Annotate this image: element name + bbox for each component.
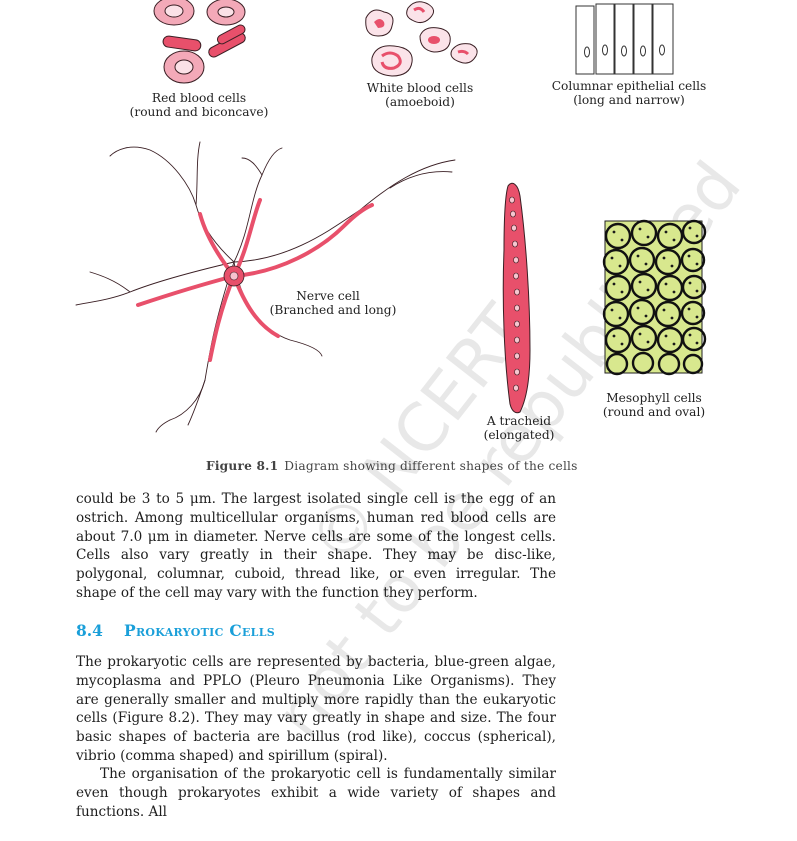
label-tracheid: A tracheid (elongated) [470, 414, 568, 442]
label-mesophyll-cells: Mesophyll cells (round and oval) [596, 391, 712, 419]
section-heading: 8.4 Prokaryotic Cells [76, 621, 275, 640]
columnar-epithelial-group [575, 3, 674, 75]
label-tracheid-desc: (elongated) [483, 428, 555, 442]
red-blood-cell-group [153, 0, 246, 84]
mesophyll-cells [602, 219, 707, 376]
white-blood-cell-group [365, 1, 478, 77]
label-red-blood-cells-title: Red blood cells [151, 91, 247, 105]
paragraph-prokaryotic-organisation: The organisation of the prokaryotic cell… [76, 765, 556, 821]
label-columnar-cells: Columnar epithelial cells (long and narr… [540, 79, 718, 107]
label-nerve-cell: Nerve cell (Branched and long) [266, 289, 400, 317]
paragraph-cell-size: could be 3 to 5 μm. The largest isolated… [76, 491, 556, 601]
figure-caption-text: Diagram showing different shapes of the … [284, 459, 578, 473]
paragraph-prokaryotic-intro: The prokaryotic cells are represented by… [76, 654, 556, 764]
label-columnar-cells-desc: (long and narrow) [573, 93, 685, 107]
nerve-cell [75, 141, 456, 433]
figure-caption: Figure 8.1 Diagram showing different shap… [206, 459, 578, 473]
label-white-blood-cells-desc: (amoeboid) [385, 95, 455, 109]
label-mesophyll-cells-title: Mesophyll cells [606, 391, 702, 405]
label-nerve-cell-title: Nerve cell [296, 289, 360, 303]
label-nerve-cell-desc: (Branched and long) [269, 303, 397, 317]
label-white-blood-cells: White blood cells (amoeboid) [350, 81, 490, 109]
label-red-blood-cells: Red blood cells (round and biconcave) [118, 91, 280, 119]
label-white-blood-cells-title: White blood cells [366, 81, 474, 95]
label-tracheid-title: A tracheid [486, 414, 552, 428]
label-mesophyll-cells-desc: (round and oval) [602, 405, 706, 419]
figure-caption-label: Figure 8.1 [206, 459, 279, 473]
paragraph-prokaryotic-organisation-text: The organisation of the prokaryotic cell… [76, 766, 556, 820]
label-red-blood-cells-desc: (round and biconcave) [129, 105, 269, 119]
section-number: 8.4 [76, 621, 103, 640]
label-columnar-cells-title: Columnar epithelial cells [551, 79, 707, 93]
tracheid [502, 182, 531, 414]
section-title: Prokaryotic Cells [124, 621, 275, 640]
